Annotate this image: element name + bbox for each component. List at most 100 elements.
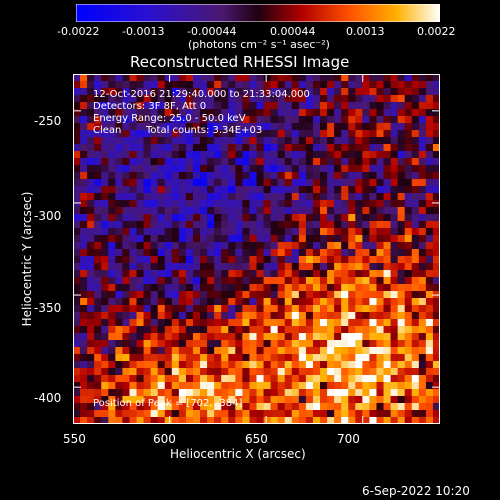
heatmap-cell: [320, 249, 328, 257]
heatmap-cell: [404, 116, 413, 124]
heatmap-cell: [390, 298, 398, 306]
heatmap-cell: [136, 221, 144, 229]
heatmap-cell: [418, 144, 427, 152]
heatmap-cell: [242, 277, 250, 285]
heatmap-cell: [87, 221, 95, 229]
heatmap-cell: [348, 382, 356, 390]
heatmap-cell: [348, 137, 356, 145]
heatmap-cell: [214, 354, 222, 362]
heatmap-cell: [249, 102, 257, 110]
heatmap-cell: [284, 123, 293, 131]
heatmap-cell: [178, 151, 187, 159]
heatmap-cell: [192, 312, 201, 320]
heatmap-cell: [376, 95, 384, 103]
heatmap-cell: [249, 207, 257, 215]
heatmap-cell: [115, 312, 123, 320]
heatmap-cell: [298, 186, 307, 194]
heatmap-cell: [115, 410, 123, 418]
colorbar: [76, 4, 440, 22]
heatmap-cell: [270, 354, 278, 362]
heatmap-cells: [73, 74, 440, 424]
heatmap-cell: [348, 263, 356, 271]
heatmap-cell: [178, 298, 187, 306]
heatmap-cell: [270, 305, 278, 313]
heatmap-cell: [348, 88, 356, 96]
heatmap-cell: [73, 144, 81, 152]
heatmap-cell: [214, 74, 222, 82]
heatmap-cell: [192, 410, 201, 418]
heatmap-cell: [256, 326, 264, 334]
heatmap-cell: [341, 214, 349, 222]
heatmap-cell: [355, 326, 363, 334]
heatmap-cell: [80, 207, 88, 215]
heatmap-cell: [221, 88, 229, 96]
heatmap-cell: [390, 207, 398, 215]
heatmap-cell: [185, 396, 194, 404]
heatmap-cell: [101, 172, 109, 180]
heatmap-cell: [383, 417, 391, 424]
heatmap-cell: [298, 410, 307, 418]
heatmap-cell: [277, 242, 286, 250]
heatmap-cell: [221, 361, 229, 369]
heatmap-cell: [87, 151, 95, 159]
heatmap-cell: [418, 95, 427, 103]
heatmap-cell: [207, 109, 215, 117]
heatmap-cell: [320, 382, 328, 390]
heatmap-cell: [376, 200, 384, 208]
heatmap-cell: [207, 326, 215, 334]
heatmap-cell: [164, 277, 173, 285]
heatmap-cell: [221, 347, 229, 355]
heatmap-cell: [178, 207, 187, 215]
heatmap-cell: [235, 221, 243, 229]
heatmap-cell: [355, 214, 363, 222]
heatmap-cell: [228, 151, 236, 159]
heatmap-cell: [348, 221, 356, 229]
heatmap-cell: [425, 228, 434, 236]
heatmap-cell: [327, 396, 335, 404]
heatmap-cell: [263, 116, 271, 124]
heatmap-cell: [383, 298, 391, 306]
heatmap-cell: [73, 389, 81, 397]
heatmap-cell: [411, 109, 420, 117]
heatmap-cell: [115, 382, 123, 390]
heatmap-cell: [404, 382, 413, 390]
heatmap-cell: [242, 270, 250, 278]
heatmap-cell: [432, 109, 440, 117]
heatmap-cell: [425, 347, 434, 355]
heatmap-cell: [362, 200, 370, 208]
heatmap-cell: [87, 214, 95, 222]
heatmap-cell: [425, 305, 434, 313]
heatmap-cell: [157, 207, 166, 215]
heatmap-cell: [432, 235, 440, 243]
heatmap-cell: [122, 347, 130, 355]
heatmap-cell: [305, 228, 314, 236]
heatmap-cell: [312, 172, 321, 180]
heatmap-cell: [334, 291, 342, 299]
heatmap-cell: [305, 137, 314, 145]
heatmap-cell: [397, 277, 406, 285]
heatmap-cell: [80, 417, 88, 424]
heatmap-cell: [348, 193, 356, 201]
heatmap-cell: [214, 221, 222, 229]
heatmap-cell: [312, 403, 321, 411]
heatmap-cell: [214, 340, 222, 348]
heatmap-cell: [101, 403, 109, 411]
heatmap-cell: [150, 249, 158, 257]
heatmap-cell: [228, 116, 236, 124]
heatmap-cell: [334, 319, 342, 327]
heatmap-cell: [362, 298, 370, 306]
heatmap-cell: [397, 88, 406, 96]
heatmap-cell: [397, 396, 406, 404]
heatmap-cell: [136, 326, 144, 334]
heatmap-cell: [129, 179, 137, 187]
heatmap-cell: [242, 207, 250, 215]
heatmap-cell: [235, 249, 243, 257]
heatmap-cell: [397, 193, 406, 201]
heatmap-cell: [432, 382, 440, 390]
heatmap-cell: [242, 116, 250, 124]
heatmap-cell: [108, 186, 116, 194]
heatmap-cell: [263, 312, 271, 320]
heatmap-cell: [284, 263, 293, 271]
heatmap-cell: [80, 81, 88, 89]
heatmap-cell: [291, 172, 300, 180]
